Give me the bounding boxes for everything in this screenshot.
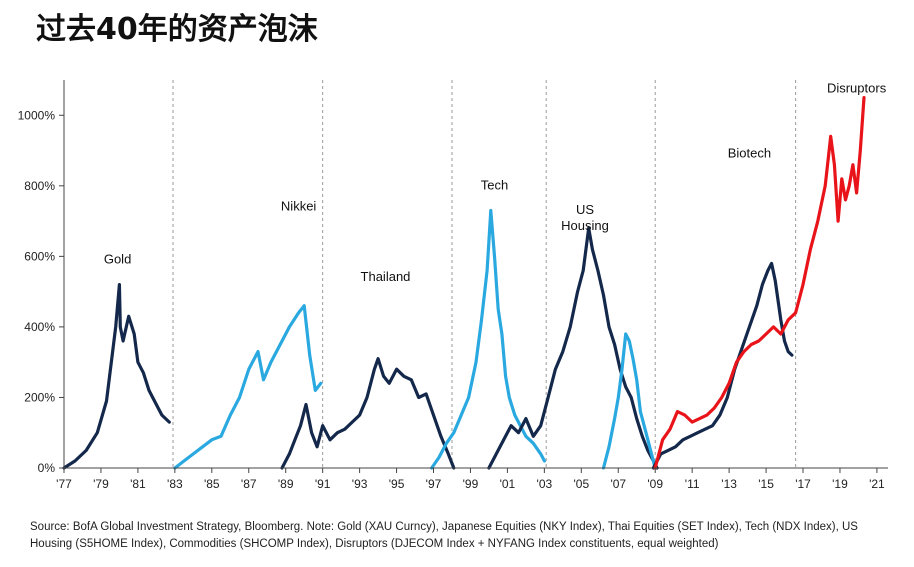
x-tick-label: '19: [832, 477, 848, 491]
series-tech-line: [430, 208, 547, 470]
series-nikkei-line: [173, 304, 323, 470]
y-tick-label: 800%: [24, 179, 55, 193]
series-biotech-line: [651, 261, 794, 470]
x-tick-label: '05: [573, 477, 589, 491]
series-label-us-housing: US Housing: [561, 202, 609, 233]
bubble-dividers: [172, 80, 797, 468]
x-tick-label: '11: [685, 477, 700, 491]
series-us-housing-line: [487, 226, 659, 470]
x-tick-label: '13: [721, 477, 737, 491]
x-tick-label: '95: [389, 477, 405, 491]
y-tick-label: 0%: [38, 461, 56, 475]
x-tick-label: '21: [869, 477, 885, 491]
bubble-chart: 0% 200% 400% 600% 800% 1000% '77 '79 '81 '83 '85 '8…: [18, 80, 888, 491]
x-tick-label: '17: [795, 477, 811, 491]
x-tick-label: '03: [537, 477, 553, 491]
x-tick-label: '79: [93, 477, 109, 491]
x-tick-label: '77: [56, 477, 72, 491]
x-tick-label: '15: [758, 477, 774, 491]
series-label-tech: Tech: [481, 177, 508, 192]
x-tick-label: '99: [463, 477, 479, 491]
x-tick-label: '81: [130, 477, 146, 491]
series-labels: Gold Nikkei Thailand Tech US Housing Biotech Di…: [104, 80, 887, 284]
chart-axes: 0% 200% 400% 600% 800% 1000% '77 '79 '81 '83 '85 '8…: [18, 80, 888, 491]
series-label-nikkei: Nikkei: [281, 199, 317, 214]
series-label-thailand: Thailand: [361, 269, 411, 284]
y-tick-label: 1000%: [18, 108, 56, 122]
x-tick-label: '09: [647, 477, 663, 491]
series-label-gold: Gold: [104, 251, 131, 266]
source-note: Source: BofA Global Investment Strategy,…: [30, 521, 858, 550]
y-tick-label: 600%: [24, 249, 55, 263]
series-label-biotech: Biotech: [728, 146, 771, 161]
x-tick-label: '89: [278, 477, 294, 491]
series-label-disruptors: Disruptors: [827, 80, 887, 95]
page-title: 过去40年的资产泡沫: [36, 12, 318, 47]
x-tick-label: '83: [167, 477, 183, 491]
x-tick-label: '07: [610, 477, 626, 491]
x-tick-label: '01: [500, 477, 516, 491]
x-tick-label: '97: [426, 477, 442, 491]
y-tick-label: 200%: [24, 390, 55, 404]
x-tick-label: '87: [241, 477, 257, 491]
x-tick-label: '91: [315, 477, 331, 491]
series-disruptors-line: [653, 95, 866, 470]
y-tick-label: 400%: [24, 320, 55, 334]
x-tick-label: '85: [204, 477, 220, 491]
series-commodities-line: [601, 332, 657, 470]
series-thailand-line: [280, 357, 456, 470]
series-gold-line: [62, 283, 171, 470]
series-lines: [62, 95, 866, 470]
x-tick-label: '93: [352, 477, 368, 491]
